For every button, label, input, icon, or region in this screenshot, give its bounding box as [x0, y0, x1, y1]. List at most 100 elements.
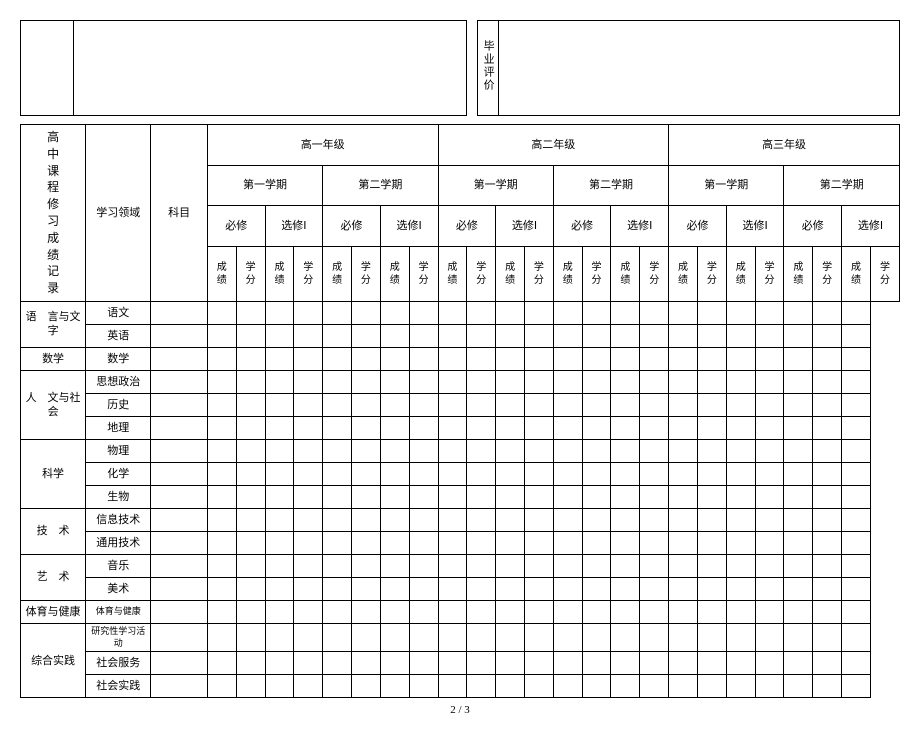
grade-cell	[640, 485, 669, 508]
grade-cell	[352, 347, 381, 370]
grade-cell	[553, 416, 582, 439]
grade-cell	[553, 554, 582, 577]
grade-cell	[380, 531, 409, 554]
grade-cell	[611, 675, 640, 698]
grade-cell	[294, 324, 323, 347]
grade-cell	[467, 485, 496, 508]
hdr-score: 成绩	[669, 247, 698, 302]
grade-cell	[467, 531, 496, 554]
grade-cell	[294, 301, 323, 324]
grade-cell	[813, 347, 842, 370]
grade-cell	[236, 531, 265, 554]
grade-cell	[265, 623, 294, 651]
grade-cell	[755, 462, 784, 485]
grade-cell	[813, 370, 842, 393]
grade-cell	[352, 600, 381, 623]
grade-cell	[755, 508, 784, 531]
grade-cell	[697, 462, 726, 485]
grade-cell	[467, 675, 496, 698]
grade-cell	[409, 324, 438, 347]
grade-cell	[467, 462, 496, 485]
grade-cell	[323, 675, 352, 698]
grade-cell	[640, 600, 669, 623]
grade-cell	[438, 370, 467, 393]
grade-cell	[409, 485, 438, 508]
grade-cell	[438, 600, 467, 623]
grade-cell	[151, 485, 208, 508]
grade-cell	[380, 462, 409, 485]
grade-cell	[467, 416, 496, 439]
grade-cell	[640, 675, 669, 698]
grade-cell	[553, 462, 582, 485]
grade-cell	[784, 531, 813, 554]
grade-cell	[323, 652, 352, 675]
grade-cell	[236, 347, 265, 370]
domain-cell: 技 术	[21, 508, 86, 554]
grade-cell	[496, 531, 525, 554]
grade-cell	[380, 347, 409, 370]
grade-cell	[611, 370, 640, 393]
grade-cell	[813, 623, 842, 651]
hdr-grade3: 高三年级	[669, 125, 900, 166]
grade-cell	[784, 652, 813, 675]
hdr-elec: 选修Ⅰ	[842, 206, 900, 247]
subject-cell: 历史	[86, 393, 151, 416]
subject-cell: 社会实践	[86, 675, 151, 698]
grade-cell	[726, 347, 755, 370]
grade-cell	[409, 675, 438, 698]
grade-cell	[323, 531, 352, 554]
top-block: 毕业评价	[20, 20, 900, 116]
grade-cell	[380, 600, 409, 623]
grade-cell	[524, 485, 553, 508]
grade-cell	[467, 370, 496, 393]
grade-cell	[524, 393, 553, 416]
grade-cell	[611, 652, 640, 675]
grade-cell	[524, 347, 553, 370]
grade-cell	[409, 439, 438, 462]
grade-cell	[409, 652, 438, 675]
grade-cell	[380, 554, 409, 577]
grade-cell	[151, 370, 208, 393]
grade-cell	[755, 531, 784, 554]
grade-cell	[151, 301, 208, 324]
subject-cell: 社会服务	[86, 652, 151, 675]
grade-cell	[553, 324, 582, 347]
grade-cell	[755, 675, 784, 698]
grade-cell	[640, 531, 669, 554]
grade-cell	[582, 554, 611, 577]
grade-cell	[669, 554, 698, 577]
grade-cell	[669, 393, 698, 416]
grade-cell	[352, 623, 381, 651]
grade-cell	[467, 439, 496, 462]
grade-cell	[524, 508, 553, 531]
grade-cell	[151, 531, 208, 554]
grade-cell	[323, 577, 352, 600]
grade-cell	[553, 675, 582, 698]
hdr-score: 成绩	[784, 247, 813, 302]
top-mid-left	[74, 21, 467, 116]
grade-cell	[697, 439, 726, 462]
grade-cell	[697, 485, 726, 508]
grade-cell	[236, 508, 265, 531]
grade-cell	[236, 600, 265, 623]
hdr-semester: 第一学期	[438, 165, 553, 206]
grade-cell	[842, 324, 871, 347]
grade-cell	[726, 600, 755, 623]
grade-cell	[323, 439, 352, 462]
grade-cell	[236, 485, 265, 508]
grade-cell	[409, 623, 438, 651]
grade-cell	[669, 485, 698, 508]
grade-cell	[294, 531, 323, 554]
grade-cell	[265, 393, 294, 416]
grade-cell	[842, 439, 871, 462]
grade-cell	[755, 393, 784, 416]
hdr-score: 成绩	[726, 247, 755, 302]
grade-cell	[611, 462, 640, 485]
grade-cell	[755, 623, 784, 651]
grade-cell	[496, 600, 525, 623]
grade-cell	[784, 577, 813, 600]
grade-cell	[813, 652, 842, 675]
hdr-score: 成绩	[323, 247, 352, 302]
hdr-req: 必修	[323, 206, 381, 247]
grade-cell	[294, 416, 323, 439]
